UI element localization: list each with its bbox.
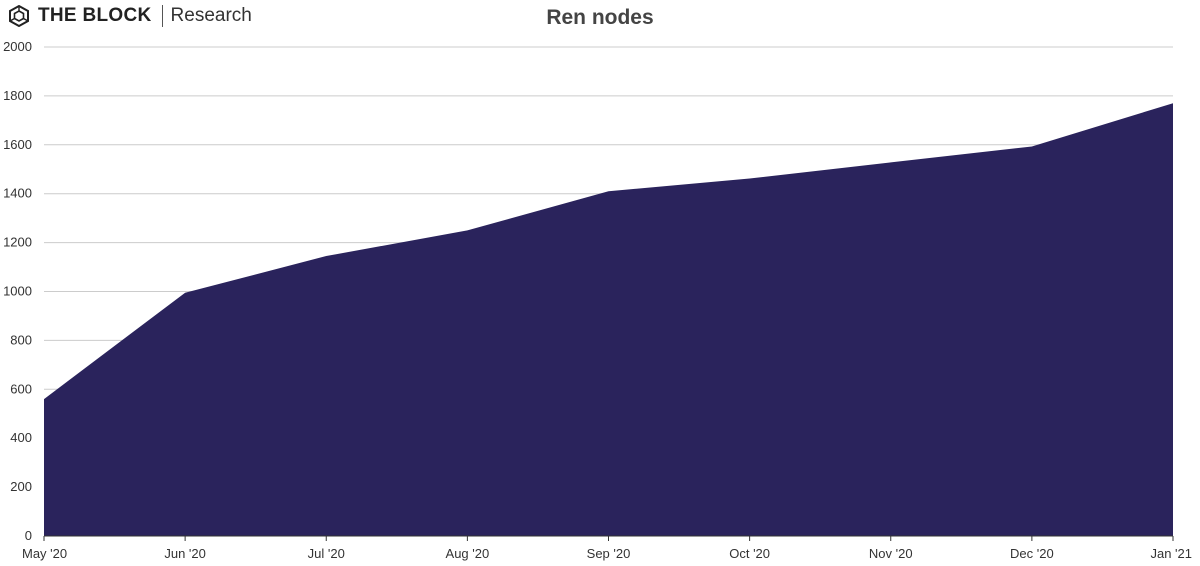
y-tick-label: 1000 <box>3 284 32 299</box>
x-tick-label: Dec '20 <box>1010 546 1054 561</box>
brand-divider <box>161 5 163 27</box>
x-tick-label: Jul '20 <box>308 546 345 561</box>
x-tick-label: Jan '21 <box>1150 546 1192 561</box>
x-tick-label: Jun '20 <box>164 546 206 561</box>
x-tick-label: Oct '20 <box>729 546 770 561</box>
the-block-logo-icon <box>9 5 29 27</box>
series-area <box>43 103 1174 537</box>
brand-subtitle: Research <box>170 5 252 26</box>
x-tick-label: May '20 <box>22 546 67 561</box>
chart-title: Ren nodes <box>546 6 654 29</box>
y-tick-label: 2000 <box>3 39 32 54</box>
x-axis: May '20 Jun '20 Jul '20 Aug '20 Sep '20 Oct '… <box>22 535 1192 561</box>
y-tick-label: 0 <box>25 528 32 543</box>
series-area-shape <box>44 103 1173 537</box>
brand: THE BLOCK Research <box>8 4 252 28</box>
x-tick-label: Sep '20 <box>587 546 631 561</box>
brand-name: THE BLOCK <box>38 5 152 26</box>
y-tick-label: 1800 <box>3 88 32 103</box>
y-tick-label: 800 <box>10 332 32 347</box>
y-tick-label: 200 <box>10 479 32 494</box>
y-tick-label: 1400 <box>3 186 32 201</box>
y-axis: 0 200 400 600 800 1000 1200 1400 1600 1800 2000 <box>3 39 32 543</box>
y-tick-label: 1200 <box>3 235 32 250</box>
x-tick-label: Nov '20 <box>869 546 913 561</box>
y-tick-label: 600 <box>10 381 32 396</box>
y-tick-label: 1600 <box>3 137 32 152</box>
y-tick-label: 400 <box>10 430 32 445</box>
x-tick-label: Aug '20 <box>446 546 490 561</box>
